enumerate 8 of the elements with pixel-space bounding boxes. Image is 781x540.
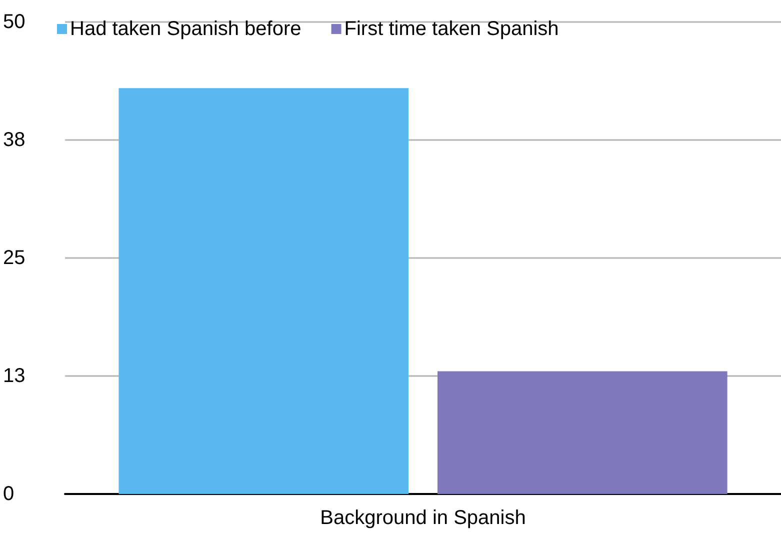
y-tick-label: 0	[3, 483, 14, 505]
y-tick-label: 13	[3, 365, 26, 387]
y-tick-label: 25	[3, 247, 26, 269]
y-tick-label: 50	[3, 11, 26, 33]
legend-label: Had taken Spanish before	[70, 18, 302, 40]
y-tick-label: 38	[3, 129, 26, 151]
legend-label: First time taken Spanish	[344, 18, 559, 40]
x-tick-label: Background in Spanish	[320, 507, 526, 529]
